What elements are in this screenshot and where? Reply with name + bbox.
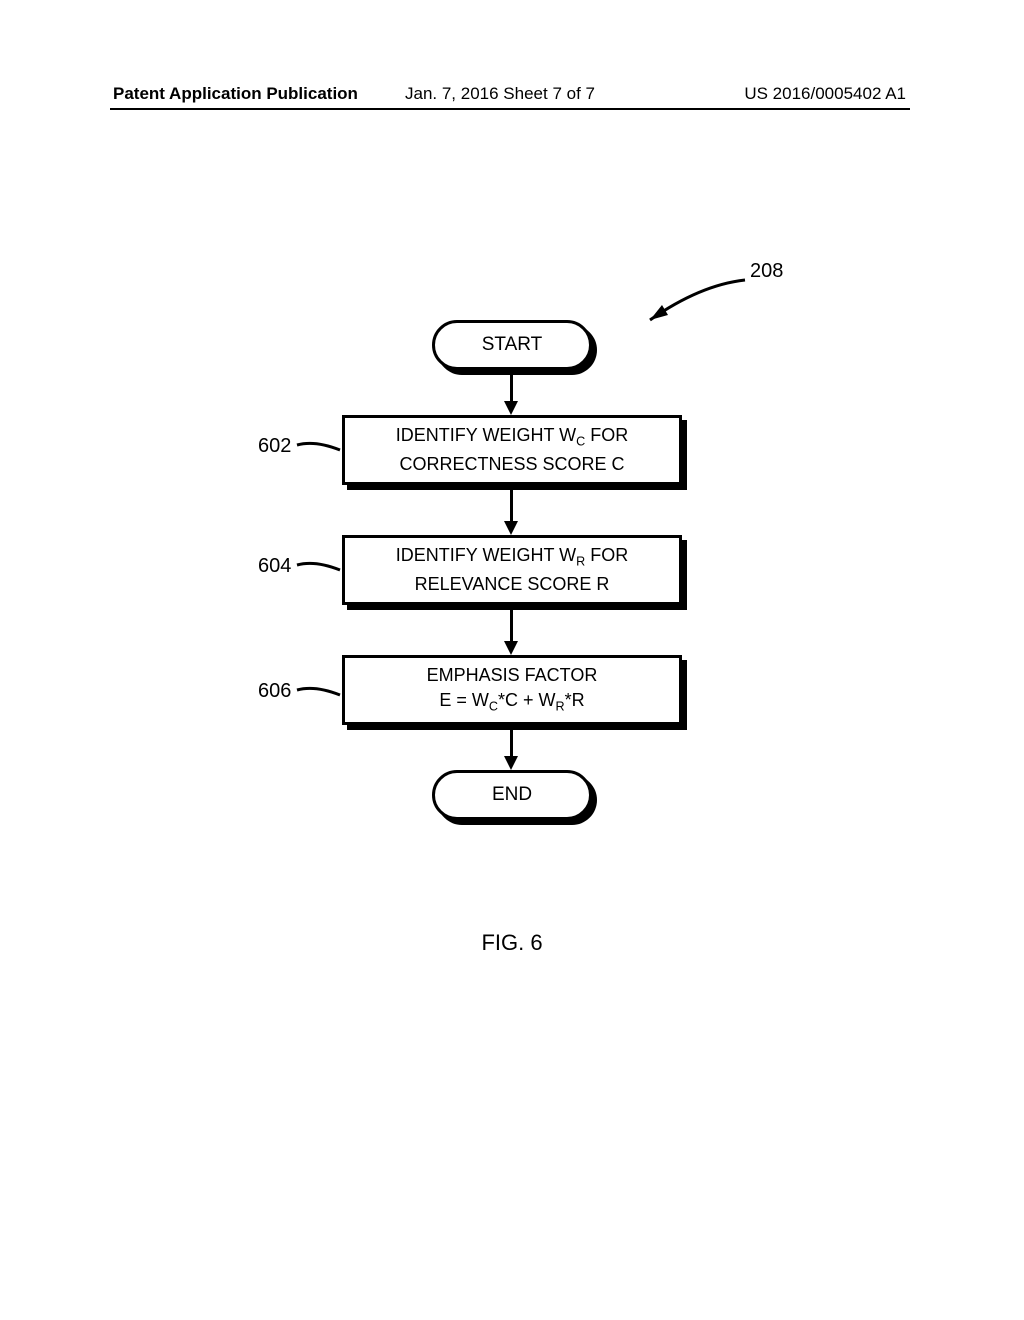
page-header: Patent Application Publication Jan. 7, 2… [0,80,1024,110]
header-date-sheet: Jan. 7, 2016 Sheet 7 of 7 [405,84,595,104]
box-2-line2: RELEVANCE SCORE R [415,572,610,597]
end-label: END [492,784,532,806]
ref-leader-602 [295,435,345,460]
ref-label-602: 602 [258,435,291,458]
process-box-2: IDENTIFY WEIGHT WR FOR RELEVANCE SCORE R [342,535,682,605]
ref-leader-606 [295,680,345,705]
arrow-4 [510,725,513,756]
arrow-1 [510,370,513,401]
box-2-line1: IDENTIFY WEIGHT WR FOR [396,543,628,571]
start-terminator: START [432,320,592,370]
ref-label-main: 208 [750,260,783,283]
box-1-line1: IDENTIFY WEIGHT WC FOR [396,423,628,451]
header-rule [110,108,910,110]
box-3-line2: E = WC*C + WR*R [439,688,584,716]
start-label: START [482,334,543,356]
process-box-3: EMPHASIS FACTOR E = WC*C + WR*R [342,655,682,725]
arrow-4-head [504,756,518,770]
process-box-1: IDENTIFY WEIGHT WC FOR CORRECTNESS SCORE… [342,415,682,485]
header-publication-number: US 2016/0005402 A1 [744,84,906,104]
box-1-line2: CORRECTNESS SCORE C [399,452,624,477]
arrow-2 [510,485,513,521]
arrow-3-head [504,641,518,655]
flowchart-figure: 208 START IDENTIFY WEIGHT WC FOR CORRECT… [0,280,1024,980]
figure-caption: FIG. 6 [0,930,1024,956]
arrow-3 [510,605,513,641]
header-publication-type: Patent Application Publication [113,84,358,104]
end-terminator: END [432,770,592,820]
ref-label-604: 604 [258,555,291,578]
ref-leader-main [610,275,750,330]
arrow-2-head [504,521,518,535]
box-3-line1: EMPHASIS FACTOR [427,663,598,688]
ref-leader-604 [295,555,345,580]
ref-label-606: 606 [258,680,291,703]
arrow-1-head [504,401,518,415]
